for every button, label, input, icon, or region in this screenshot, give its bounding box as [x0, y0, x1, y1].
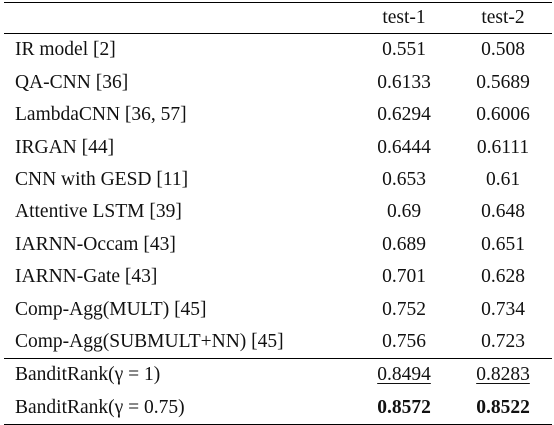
test-2-score: 0.61 [485, 169, 521, 190]
table-row: IR model [2] 0.551 0.508 [4, 34, 552, 67]
test-2-score: 0.508 [481, 39, 525, 61]
test-2-score: 0.734 [481, 298, 525, 320]
table-row: CNN with GESD [11] 0.653 0.61 [4, 164, 552, 196]
table-row: Comp-Agg(MULT) [45] 0.752 0.734 [4, 293, 552, 325]
test-1-score: 0.8494 [354, 357, 454, 392]
test-2-score: 0.6006 [476, 104, 530, 126]
test-1-score: 0.8572 [354, 391, 454, 425]
test-2-score: 0.648 [481, 201, 525, 223]
test-1-score: 0.701 [382, 266, 426, 288]
proposed-row: BanditRank(γ = 0.75) 0.8572 0.8522 [4, 391, 552, 425]
test-1-score: 0.551 [382, 39, 426, 61]
table-row: IARNN-Gate [43] 0.701 0.628 [4, 261, 552, 293]
test-1-score: 0.653 [382, 169, 426, 190]
table-row: IARNN-Occam [43] 0.689 0.651 [4, 228, 552, 260]
table-row: Attentive LSTM [39] 0.69 0.648 [4, 196, 552, 228]
test-2-score: 0.8283 [454, 357, 552, 392]
method-name: Attentive LSTM [39] [15, 201, 182, 223]
header-method [4, 2, 354, 34]
method-name: IARNN-Occam [43] [15, 233, 176, 255]
results-table: test-1 test-2 IR model [2] 0.551 0.508 Q… [4, 2, 552, 425]
method-name: IR model [2] [15, 39, 116, 61]
table-row: IRGAN [44] 0.6444 0.6111 [4, 131, 552, 163]
test-2-score: 0.6111 [476, 136, 530, 158]
test-2-score: 0.651 [481, 233, 525, 255]
method-name: IRGAN [44] [15, 136, 115, 158]
header-row: test-1 test-2 [4, 2, 552, 34]
method-name: BanditRank(γ = 1) [4, 357, 354, 392]
method-name: BanditRank(γ = 0.75) [4, 391, 354, 425]
test-1-score: 0.756 [382, 330, 426, 352]
test-2-score: 0.5689 [476, 71, 530, 93]
table-row: QA-CNN [36] 0.6133 0.5689 [4, 66, 552, 98]
results-table-container: test-1 test-2 IR model [2] 0.551 0.508 Q… [4, 2, 552, 425]
test-2-score: 0.8522 [454, 391, 552, 425]
method-name: LambdaCNN [36, 57] [15, 104, 187, 126]
table-row: LambdaCNN [36, 57] 0.6294 0.6006 [4, 99, 552, 131]
test-1-score: 0.69 [386, 201, 422, 223]
method-name: IARNN-Gate [43] [15, 266, 158, 288]
method-name: Comp-Agg(SUBMULT+NN) [45] [15, 330, 284, 352]
test-1-score: 0.689 [382, 233, 426, 255]
bold-score: 0.8572 [377, 396, 431, 418]
method-name: QA-CNN [36] [15, 71, 129, 93]
method-name: Comp-Agg(MULT) [45] [15, 298, 207, 320]
test-2-score: 0.628 [481, 266, 525, 288]
test-1-score: 0.752 [382, 298, 426, 320]
method-name: CNN with GESD [11] [15, 169, 189, 190]
proposed-row: BanditRank(γ = 1) 0.8494 0.8283 [4, 357, 552, 392]
bold-score: 0.8522 [476, 396, 530, 418]
underlined-score: 0.8283 [476, 364, 530, 386]
test-1-score: 0.6444 [377, 136, 431, 158]
header-test-2: test-2 [454, 2, 552, 34]
test-1-score: 0.6133 [377, 71, 431, 93]
test-1-score: 0.6294 [377, 104, 431, 126]
header-test-1: test-1 [354, 2, 454, 34]
test-2-score: 0.723 [481, 330, 525, 352]
underlined-score: 0.8494 [377, 364, 431, 386]
table-row: Comp-Agg(SUBMULT+NN) [45] 0.756 0.723 [4, 326, 552, 359]
